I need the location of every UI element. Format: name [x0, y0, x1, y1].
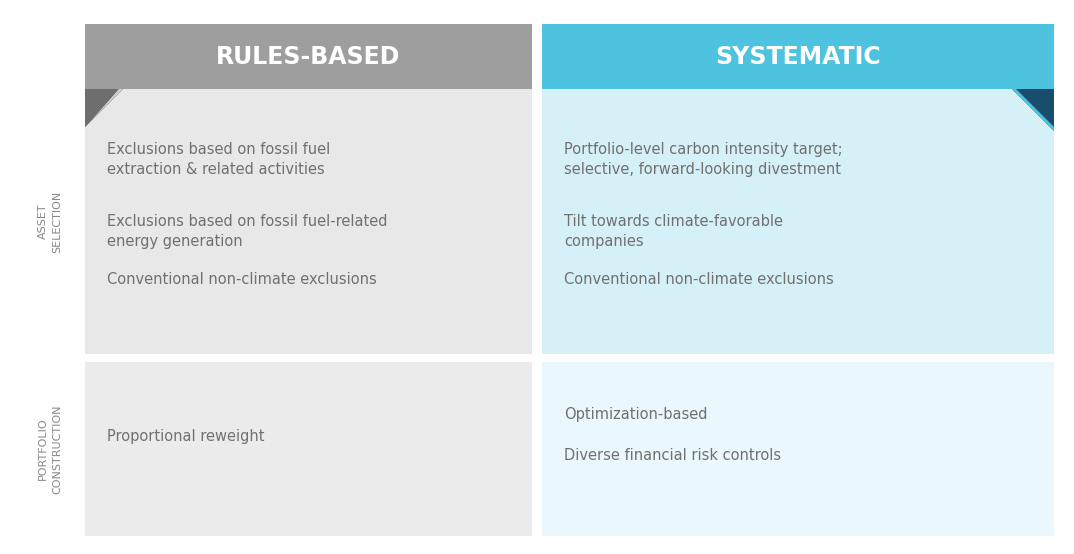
FancyBboxPatch shape: [542, 89, 1054, 354]
FancyBboxPatch shape: [85, 89, 532, 354]
Text: Conventional non-climate exclusions: Conventional non-climate exclusions: [107, 272, 377, 287]
Text: PORTFOLIO
CONSTRUCTION: PORTFOLIO CONSTRUCTION: [38, 404, 62, 494]
Polygon shape: [1012, 89, 1054, 131]
Text: Exclusions based on fossil fuel-related
energy generation: Exclusions based on fossil fuel-related …: [107, 214, 388, 249]
Polygon shape: [85, 89, 124, 127]
Text: RULES-BASED: RULES-BASED: [216, 44, 401, 69]
Text: SYSTEMATIC: SYSTEMATIC: [715, 44, 881, 69]
Polygon shape: [1012, 89, 1054, 131]
Text: Optimization-based: Optimization-based: [564, 408, 708, 423]
FancyBboxPatch shape: [85, 362, 532, 536]
Text: Exclusions based on fossil fuel
extraction & related activities: Exclusions based on fossil fuel extracti…: [107, 142, 330, 177]
FancyBboxPatch shape: [542, 362, 1054, 536]
Text: Tilt towards climate-favorable
companies: Tilt towards climate-favorable companies: [564, 214, 783, 249]
Text: ASSET
SELECTION: ASSET SELECTION: [38, 191, 62, 253]
Text: Proportional reweight: Proportional reweight: [107, 429, 264, 444]
Text: Conventional non-climate exclusions: Conventional non-climate exclusions: [564, 272, 833, 287]
FancyBboxPatch shape: [85, 24, 532, 89]
Polygon shape: [89, 89, 124, 123]
Text: Diverse financial risk controls: Diverse financial risk controls: [564, 448, 781, 463]
Text: Portfolio-level carbon intensity target;
selective, forward-looking divestment: Portfolio-level carbon intensity target;…: [564, 142, 843, 177]
FancyBboxPatch shape: [542, 24, 1054, 89]
